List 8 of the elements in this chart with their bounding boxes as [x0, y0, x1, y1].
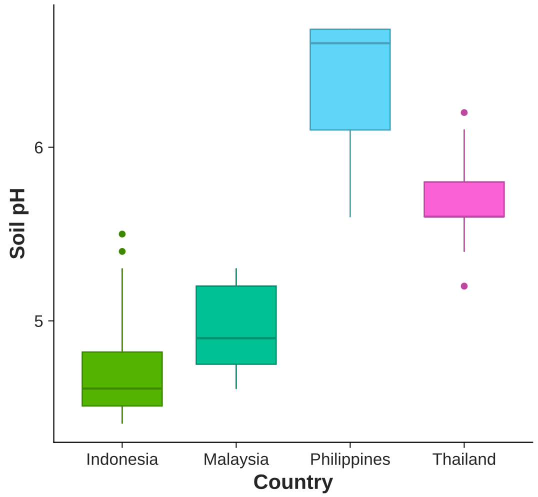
- x-tick-label: Philippines: [311, 452, 390, 468]
- x-axis-title: Country: [254, 474, 334, 494]
- y-axis-title: Soil pH: [9, 189, 29, 259]
- x-tick-label: Indonesia: [88, 452, 158, 465]
- x-tick-label: Malaysia: [204, 452, 270, 468]
- y-tick-label: 5: [34, 315, 43, 328]
- y-tick-label: 6: [34, 142, 43, 154]
- x-tick-label: Thailand: [432, 452, 496, 465]
